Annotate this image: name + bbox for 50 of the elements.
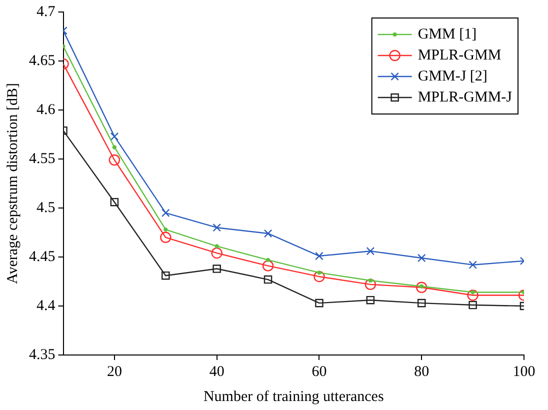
point bbox=[112, 145, 117, 150]
point bbox=[317, 270, 322, 275]
point bbox=[417, 254, 426, 262]
point bbox=[164, 227, 168, 232]
point bbox=[366, 246, 375, 256]
point bbox=[108, 154, 120, 166]
y-tick-label: 4.35 bbox=[29, 346, 56, 363]
point bbox=[368, 278, 373, 283]
y-tick-label: 4.65 bbox=[29, 52, 56, 69]
y-tick-label: 4.6 bbox=[36, 102, 56, 118]
point bbox=[110, 198, 119, 206]
point bbox=[416, 282, 428, 293]
y-axis-title: Average cepstrum distortion [dB] bbox=[4, 83, 21, 284]
point bbox=[212, 223, 221, 232]
point bbox=[212, 264, 221, 273]
point bbox=[315, 252, 324, 260]
y-tick-label: 4.4 bbox=[36, 298, 56, 314]
legend-label: MPLR-GMM-J bbox=[418, 89, 512, 106]
point bbox=[160, 232, 172, 243]
x-tick-label: 60 bbox=[312, 364, 327, 380]
point bbox=[264, 229, 272, 238]
x-tick-label: 100 bbox=[512, 364, 536, 380]
x-axis-title: Number of training utterances bbox=[203, 388, 384, 405]
y-tick-label: 4.45 bbox=[29, 248, 56, 265]
point bbox=[315, 298, 324, 308]
point bbox=[468, 260, 477, 269]
legend-label: GMM [1] bbox=[418, 26, 477, 42]
y-tick-label: 4.55 bbox=[29, 150, 56, 167]
y-tick-label: 4.7 bbox=[36, 4, 56, 20]
point bbox=[211, 247, 222, 259]
point bbox=[364, 278, 376, 290]
legend-label: MPLR-GMM bbox=[418, 47, 502, 64]
point bbox=[468, 300, 477, 310]
point bbox=[162, 271, 170, 280]
point bbox=[262, 260, 274, 272]
point bbox=[264, 275, 272, 284]
point bbox=[467, 290, 478, 301]
point bbox=[110, 132, 119, 141]
point bbox=[314, 271, 325, 282]
legend-label: GMM-J [2] bbox=[418, 68, 488, 84]
point bbox=[417, 298, 426, 308]
x-tick-label: 20 bbox=[106, 364, 122, 380]
x-tick-label: 40 bbox=[209, 364, 224, 380]
point bbox=[366, 296, 375, 304]
point bbox=[214, 244, 219, 248]
point bbox=[266, 258, 270, 262]
y-tick-label: 4.5 bbox=[36, 200, 56, 216]
x-tick-label: 80 bbox=[414, 364, 430, 380]
point bbox=[470, 290, 475, 294]
point bbox=[162, 208, 170, 218]
